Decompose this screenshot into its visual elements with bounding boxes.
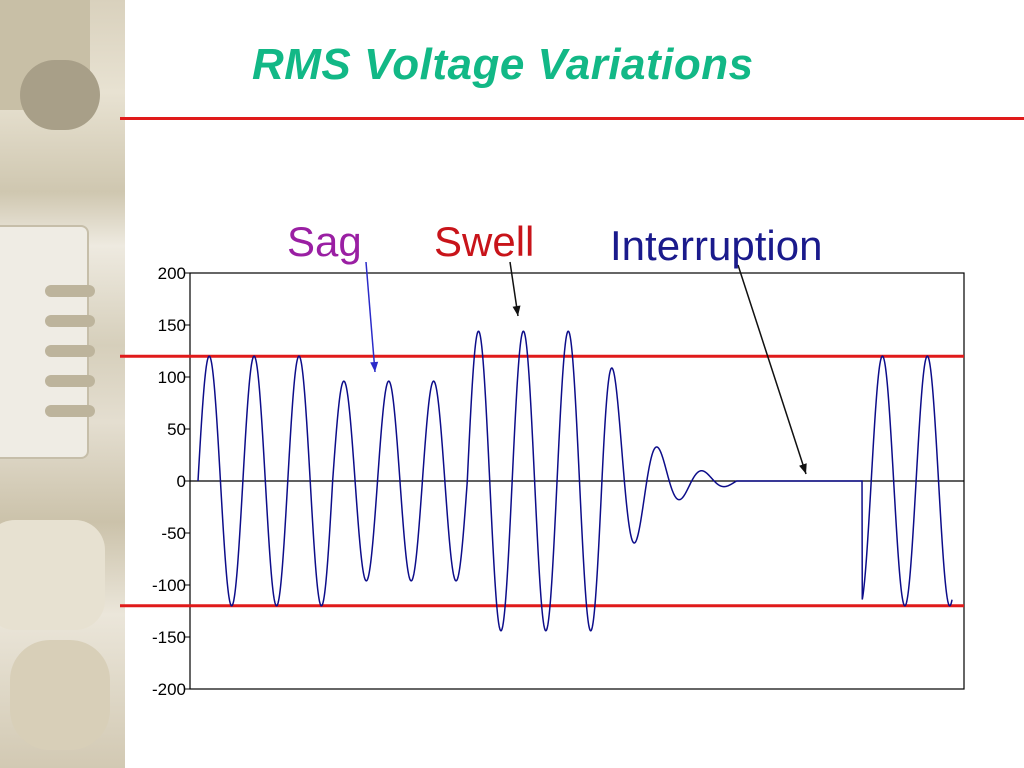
interruption-arrow: [737, 264, 807, 475]
sag-annotation-label: Sag: [287, 218, 362, 265]
interruption-annotation-label: Interruption: [610, 222, 823, 269]
title-divider: [120, 117, 1024, 120]
y-tick-label: 150: [158, 316, 186, 335]
y-tick-label: -150: [152, 628, 186, 647]
interruption-arrow-head: [799, 463, 807, 474]
y-tick-label: -200: [152, 680, 186, 699]
swell-annotation-label: Swell: [434, 218, 535, 265]
y-tick-label: 100: [158, 368, 186, 387]
sag-arrow-head: [370, 361, 379, 372]
y-tick-label: -100: [152, 576, 186, 595]
y-tick-label: 0: [177, 472, 186, 491]
y-tick-label: 50: [167, 420, 186, 439]
voltage-waveform-line: [197, 330, 953, 632]
swell-arrow-head: [512, 305, 521, 316]
y-tick-label: -50: [161, 524, 186, 543]
decorative-side-image: [0, 0, 125, 768]
slide-title: RMS Voltage Variations: [252, 40, 754, 89]
y-tick-label: 200: [158, 264, 186, 283]
sag-arrow: [365, 261, 376, 373]
